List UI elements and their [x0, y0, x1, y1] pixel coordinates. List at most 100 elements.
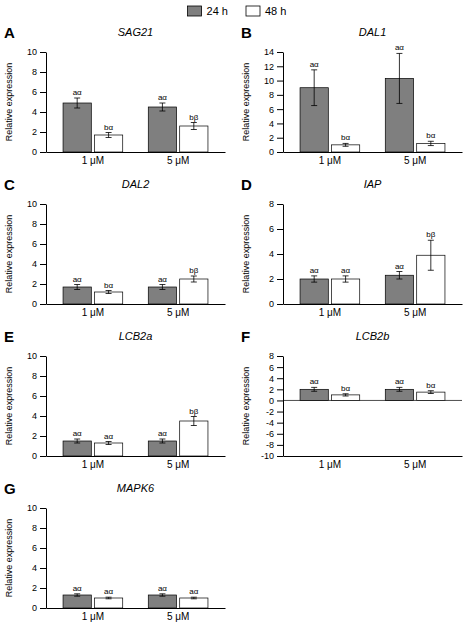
bar-annotation: aα [104, 432, 113, 441]
bar-annotation: aα [189, 587, 198, 596]
y-tick-label: 4 [269, 249, 274, 259]
y-tick-label: 6 [32, 543, 37, 553]
bar-annotation: bβ [189, 407, 198, 416]
legend: 24 h 48 h [188, 5, 287, 17]
error-bar-cap [311, 275, 317, 276]
bar-annotation: bα [341, 133, 350, 142]
y-tick-label: 8 [269, 199, 274, 209]
y-tick-label: -2 [266, 407, 274, 417]
panel-title: MAPK6 [117, 482, 155, 494]
y-axis-title: Relative expression [241, 63, 251, 142]
error-bar-cap [74, 439, 80, 440]
y-tick-label: 8 [32, 219, 37, 229]
bar-annotation: bα [426, 381, 435, 390]
y-tick: 6 [32, 87, 46, 97]
y-tick-mark [277, 378, 283, 379]
chart-container: 24 h48 h02468101 μM5 μMaαaαbαbβSAG21ARel… [0, 0, 474, 632]
error-bar [191, 417, 197, 426]
annotations: aαaαaαbβ [310, 230, 436, 275]
error-bar-cap [74, 284, 80, 285]
y-tick-mark [40, 608, 46, 609]
y-tick-mark [277, 279, 283, 280]
y-tick-mark [277, 95, 283, 96]
bar-annotation: aα [73, 429, 82, 438]
bar [148, 287, 176, 304]
error-bar-stem [77, 98, 78, 108]
error-bar-cap [343, 393, 349, 394]
y-tick-label: -8 [266, 440, 274, 450]
error-bar-cap [106, 598, 112, 599]
y-tick: 0 [32, 147, 46, 157]
y-tick-label: 4 [32, 259, 37, 269]
error-bar-cap [191, 597, 197, 598]
y-tick-label: 0 [32, 147, 37, 157]
y-tick-label: 0 [32, 299, 37, 309]
bar-annotation: bα [341, 384, 350, 393]
x-tick: 1 μM [319, 152, 341, 166]
x-tick-label: 1 μM [82, 459, 104, 470]
x-axis: 1 μM5 μM [284, 456, 463, 470]
bar-annotation: aα [341, 266, 350, 275]
error-bar-cap [343, 143, 349, 144]
error-bar-stem [399, 272, 400, 280]
y-tick: 6 [269, 224, 283, 234]
error-bar-cap [311, 69, 317, 70]
error-bar-cap [106, 597, 112, 598]
marks [300, 53, 445, 152]
legend-item: 48 h [246, 5, 286, 17]
error-bar-cap [343, 275, 349, 276]
y-tick-mark [40, 244, 46, 245]
y-axis-title: Relative expression [4, 215, 14, 294]
bar-annotation: bα [426, 131, 435, 140]
error-bar-cap [396, 103, 402, 104]
error-bar-cap [191, 129, 197, 130]
bar [148, 595, 176, 608]
marks [63, 594, 208, 608]
y-tick: 2 [32, 279, 46, 289]
legend-label: 24 h [207, 5, 228, 17]
y-tick-mark [277, 66, 283, 67]
error-bar [106, 291, 112, 294]
bar-annotation: aα [395, 377, 404, 386]
y-tick: 2 [269, 274, 283, 284]
bar-annotation: aα [310, 377, 319, 386]
y-axis-line [46, 53, 47, 153]
y-tick: 8 [269, 199, 283, 209]
y-tick-mark [277, 456, 283, 457]
error-bar-cap [343, 146, 349, 147]
error-bar [159, 594, 165, 596]
y-tick-mark [40, 528, 46, 529]
y-tick-label: 4 [32, 563, 37, 573]
error-bar-cap [396, 279, 402, 280]
error-bar-stem [314, 70, 315, 106]
y-tick-mark [277, 304, 283, 305]
bar [148, 441, 176, 456]
y-tick-mark [40, 508, 46, 509]
y-tick: 0 [32, 451, 46, 461]
bar [180, 279, 208, 304]
x-tick: 5 μM [404, 304, 426, 318]
panel-label: F [241, 328, 250, 345]
error-bar-cap [106, 132, 112, 133]
y-tick-mark [40, 92, 46, 93]
y-tick-label: 12 [264, 62, 274, 72]
error-bar [159, 285, 165, 290]
y-tick-label: 2 [32, 583, 37, 593]
annotations: aαaαaαaα [73, 584, 199, 596]
y-tick-label: 10 [27, 199, 37, 209]
y-tick-label: 4 [32, 107, 37, 117]
error-bar-stem [345, 143, 346, 146]
error-bar-stem [108, 133, 109, 138]
error-bar-cap [191, 276, 197, 277]
y-tick-label: 4 [269, 119, 274, 129]
y-axis-line [46, 205, 47, 305]
y-tick: 10 [27, 503, 46, 513]
y-tick-mark [277, 254, 283, 255]
y-tick-label: 6 [32, 239, 37, 249]
panel: 02468101 μM5 μMaαaαaαbβLCB2aERelative ex… [4, 328, 226, 470]
error-bar-cap [396, 271, 402, 272]
y-tick-label: 4 [269, 374, 274, 384]
y-tick-mark [40, 72, 46, 73]
y-tick-label: 2 [32, 431, 37, 441]
x-tick-label: 1 μM [82, 611, 104, 622]
